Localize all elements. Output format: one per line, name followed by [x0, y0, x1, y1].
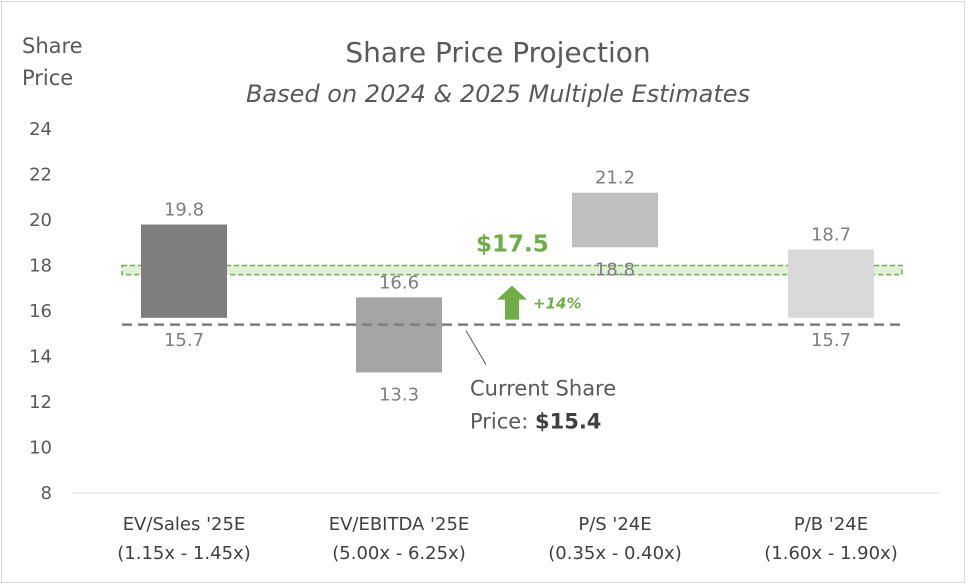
y-tick-label: 8 — [41, 483, 52, 504]
bar-low-label: 18.8 — [595, 259, 635, 280]
category-label: P/B '24E — [794, 514, 868, 535]
category-sublabel: (5.00x - 6.25x) — [332, 543, 465, 564]
range-bar — [572, 192, 658, 248]
current-price-label-line-2: Price: $15.4 — [470, 410, 601, 434]
target-price-band — [121, 264, 903, 276]
upside-percent-label: +14% — [533, 295, 581, 313]
bar-low-label: 15.7 — [811, 330, 851, 351]
y-tick-label: 24 — [29, 119, 52, 140]
chart-subtitle: Based on 2024 & 2025 Multiple Estimates — [246, 80, 750, 108]
target-price-label: $17.5 — [476, 232, 549, 258]
category-label: EV/Sales '25E — [123, 514, 246, 535]
y-tick-label: 14 — [29, 347, 52, 368]
current-price-value: $15.4 — [535, 410, 601, 434]
chart-title: Share Price Projection — [345, 36, 650, 69]
category-sublabel: (0.35x - 0.40x) — [548, 543, 681, 564]
range-bar — [356, 297, 442, 373]
y-tick-label: 22 — [29, 165, 52, 186]
category-sublabel: (1.60x - 1.90x) — [764, 543, 897, 564]
y-tick-label: 20 — [29, 210, 52, 231]
bar-low-label: 13.3 — [379, 384, 419, 405]
range-bar — [141, 224, 227, 318]
y-axis-label-line-2: Price — [22, 66, 73, 90]
bar-high-label: 18.7 — [811, 225, 851, 246]
category-sublabel: (1.15x - 1.45x) — [117, 543, 250, 564]
y-axis-label-line-1: Share — [22, 34, 83, 58]
current-price-label-line-1: Current Share — [470, 377, 616, 401]
y-tick-label: 12 — [29, 392, 52, 413]
category-label: EV/EBITDA '25E — [329, 514, 470, 535]
range-bar — [788, 249, 874, 318]
current-price-prefix: Price: — [470, 410, 535, 434]
bar-high-label: 21.2 — [595, 168, 635, 189]
bar-low-label: 15.7 — [164, 330, 204, 351]
y-tick-label: 16 — [29, 301, 52, 322]
y-tick-label: 18 — [29, 256, 52, 277]
category-label: P/S '24E — [578, 514, 651, 535]
bar-high-label: 16.6 — [379, 272, 419, 293]
bar-high-label: 19.8 — [164, 200, 204, 221]
upside-arrow-icon — [497, 285, 527, 320]
y-tick-label: 10 — [29, 438, 52, 459]
current-price-pointer — [465, 330, 487, 365]
